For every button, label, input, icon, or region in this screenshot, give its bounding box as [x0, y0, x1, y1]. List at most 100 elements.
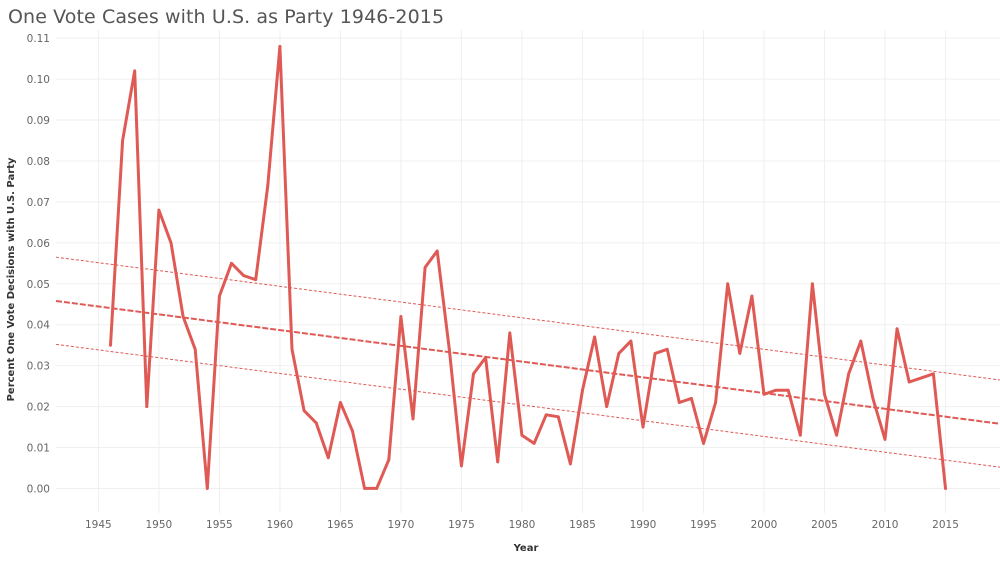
data-point — [556, 415, 560, 419]
data-point — [351, 429, 354, 433]
data-point — [581, 388, 584, 392]
data-point — [145, 405, 149, 408]
data-point — [266, 184, 270, 187]
y-tick-label: 0.03 — [27, 361, 50, 373]
data-point — [484, 356, 488, 359]
trend-upper-band — [55, 256, 1000, 381]
data-point — [944, 487, 947, 490]
data-point — [859, 339, 863, 343]
x-tick-label: 2010 — [872, 519, 899, 531]
data-point — [157, 208, 161, 212]
data-point — [641, 425, 645, 429]
data-point — [532, 442, 536, 445]
data-point — [472, 372, 475, 376]
data-point — [774, 388, 778, 392]
data-point — [387, 458, 391, 462]
data-point — [193, 347, 197, 351]
y-tick-label: 0.06 — [27, 238, 51, 250]
data-point — [689, 396, 693, 400]
data-point — [460, 464, 463, 468]
data-point — [665, 347, 669, 351]
y-axis-label: Percent One Vote Decisions with U.S. Par… — [6, 157, 17, 401]
data-point — [544, 413, 548, 417]
data-point — [605, 405, 609, 408]
data-point — [230, 261, 233, 265]
y-tick-label: 0.08 — [27, 156, 50, 168]
data-point — [798, 433, 802, 437]
data-point — [907, 380, 911, 384]
x-tick-label: 1970 — [388, 519, 415, 531]
data-point — [726, 282, 730, 286]
data-point — [568, 462, 572, 466]
x-tick-label: 2000 — [751, 519, 778, 531]
y-tick-label: 0.01 — [27, 443, 50, 455]
x-tick-label: 2005 — [811, 519, 838, 531]
data-point — [326, 456, 330, 460]
trend-lower-band — [55, 343, 1000, 468]
data-point — [738, 351, 742, 355]
data-point — [242, 274, 245, 277]
data-point — [109, 343, 112, 347]
data-point — [121, 139, 124, 142]
data-point — [508, 331, 512, 335]
x-tick-label: 1980 — [509, 519, 536, 531]
data-point — [399, 315, 403, 318]
y-tick-label: 0.07 — [27, 197, 50, 209]
data-point — [169, 241, 173, 245]
data-point — [411, 417, 415, 421]
x-tick-label: 1955 — [206, 519, 233, 531]
y-tick-label: 0.04 — [27, 320, 51, 332]
y-tick-label: 0.11 — [27, 33, 50, 45]
data-point — [278, 44, 282, 48]
data-point — [762, 392, 766, 396]
data-point — [750, 294, 754, 298]
data-point — [629, 339, 633, 343]
data-point — [363, 487, 367, 490]
x-tick-label: 2015 — [932, 519, 959, 531]
data-point — [520, 433, 524, 437]
data-point — [593, 335, 596, 339]
y-tick-label: 0.00 — [27, 483, 50, 495]
data-point — [895, 327, 899, 331]
data-point — [919, 376, 923, 380]
x-tick-label: 1965 — [327, 519, 354, 531]
data-point — [423, 266, 427, 269]
data-point — [714, 401, 717, 404]
x-axis-ticks: 1945 1950 1955 1960 1965 1970 1975 1980 1985 1990… — [85, 519, 959, 531]
y-tick-label: 0.05 — [27, 279, 50, 291]
data-point — [435, 249, 439, 253]
data-point — [447, 347, 451, 351]
data-point — [254, 278, 258, 282]
data-point — [677, 401, 681, 404]
data-point — [290, 347, 294, 351]
x-tick-label: 1960 — [267, 519, 294, 531]
series-lines — [109, 44, 947, 490]
chart-title: One Vote Cases with U.S. as Party 1946-2… — [8, 6, 445, 28]
data-point — [181, 315, 185, 318]
x-axis-label: Year — [513, 543, 539, 554]
data-point — [835, 433, 839, 437]
data-point — [375, 487, 379, 490]
data-point — [883, 437, 887, 441]
data-point — [617, 351, 621, 355]
data-point — [653, 351, 657, 355]
x-tick-label: 1945 — [85, 519, 112, 531]
data-point — [811, 282, 814, 286]
data-point — [496, 460, 500, 464]
y-tick-label: 0.10 — [27, 74, 50, 86]
y-tick-label: 0.09 — [27, 115, 50, 127]
data-point — [205, 487, 209, 490]
data-point — [786, 388, 790, 392]
data-point — [932, 372, 935, 376]
x-tick-label: 1950 — [146, 519, 173, 531]
data-point — [823, 392, 826, 396]
x-tick-label: 1985 — [569, 519, 596, 531]
data-point — [133, 69, 137, 73]
data-point — [871, 396, 875, 400]
x-tick-label: 1995 — [690, 519, 717, 531]
data-point — [339, 401, 342, 404]
y-axis-ticks: 0.00 0.01 0.02 0.03 0.04 0.05 0.06 0.07 0.08 0.09… — [27, 33, 51, 495]
y-tick-label: 0.02 — [27, 402, 50, 414]
x-tick-label: 1975 — [448, 519, 475, 531]
